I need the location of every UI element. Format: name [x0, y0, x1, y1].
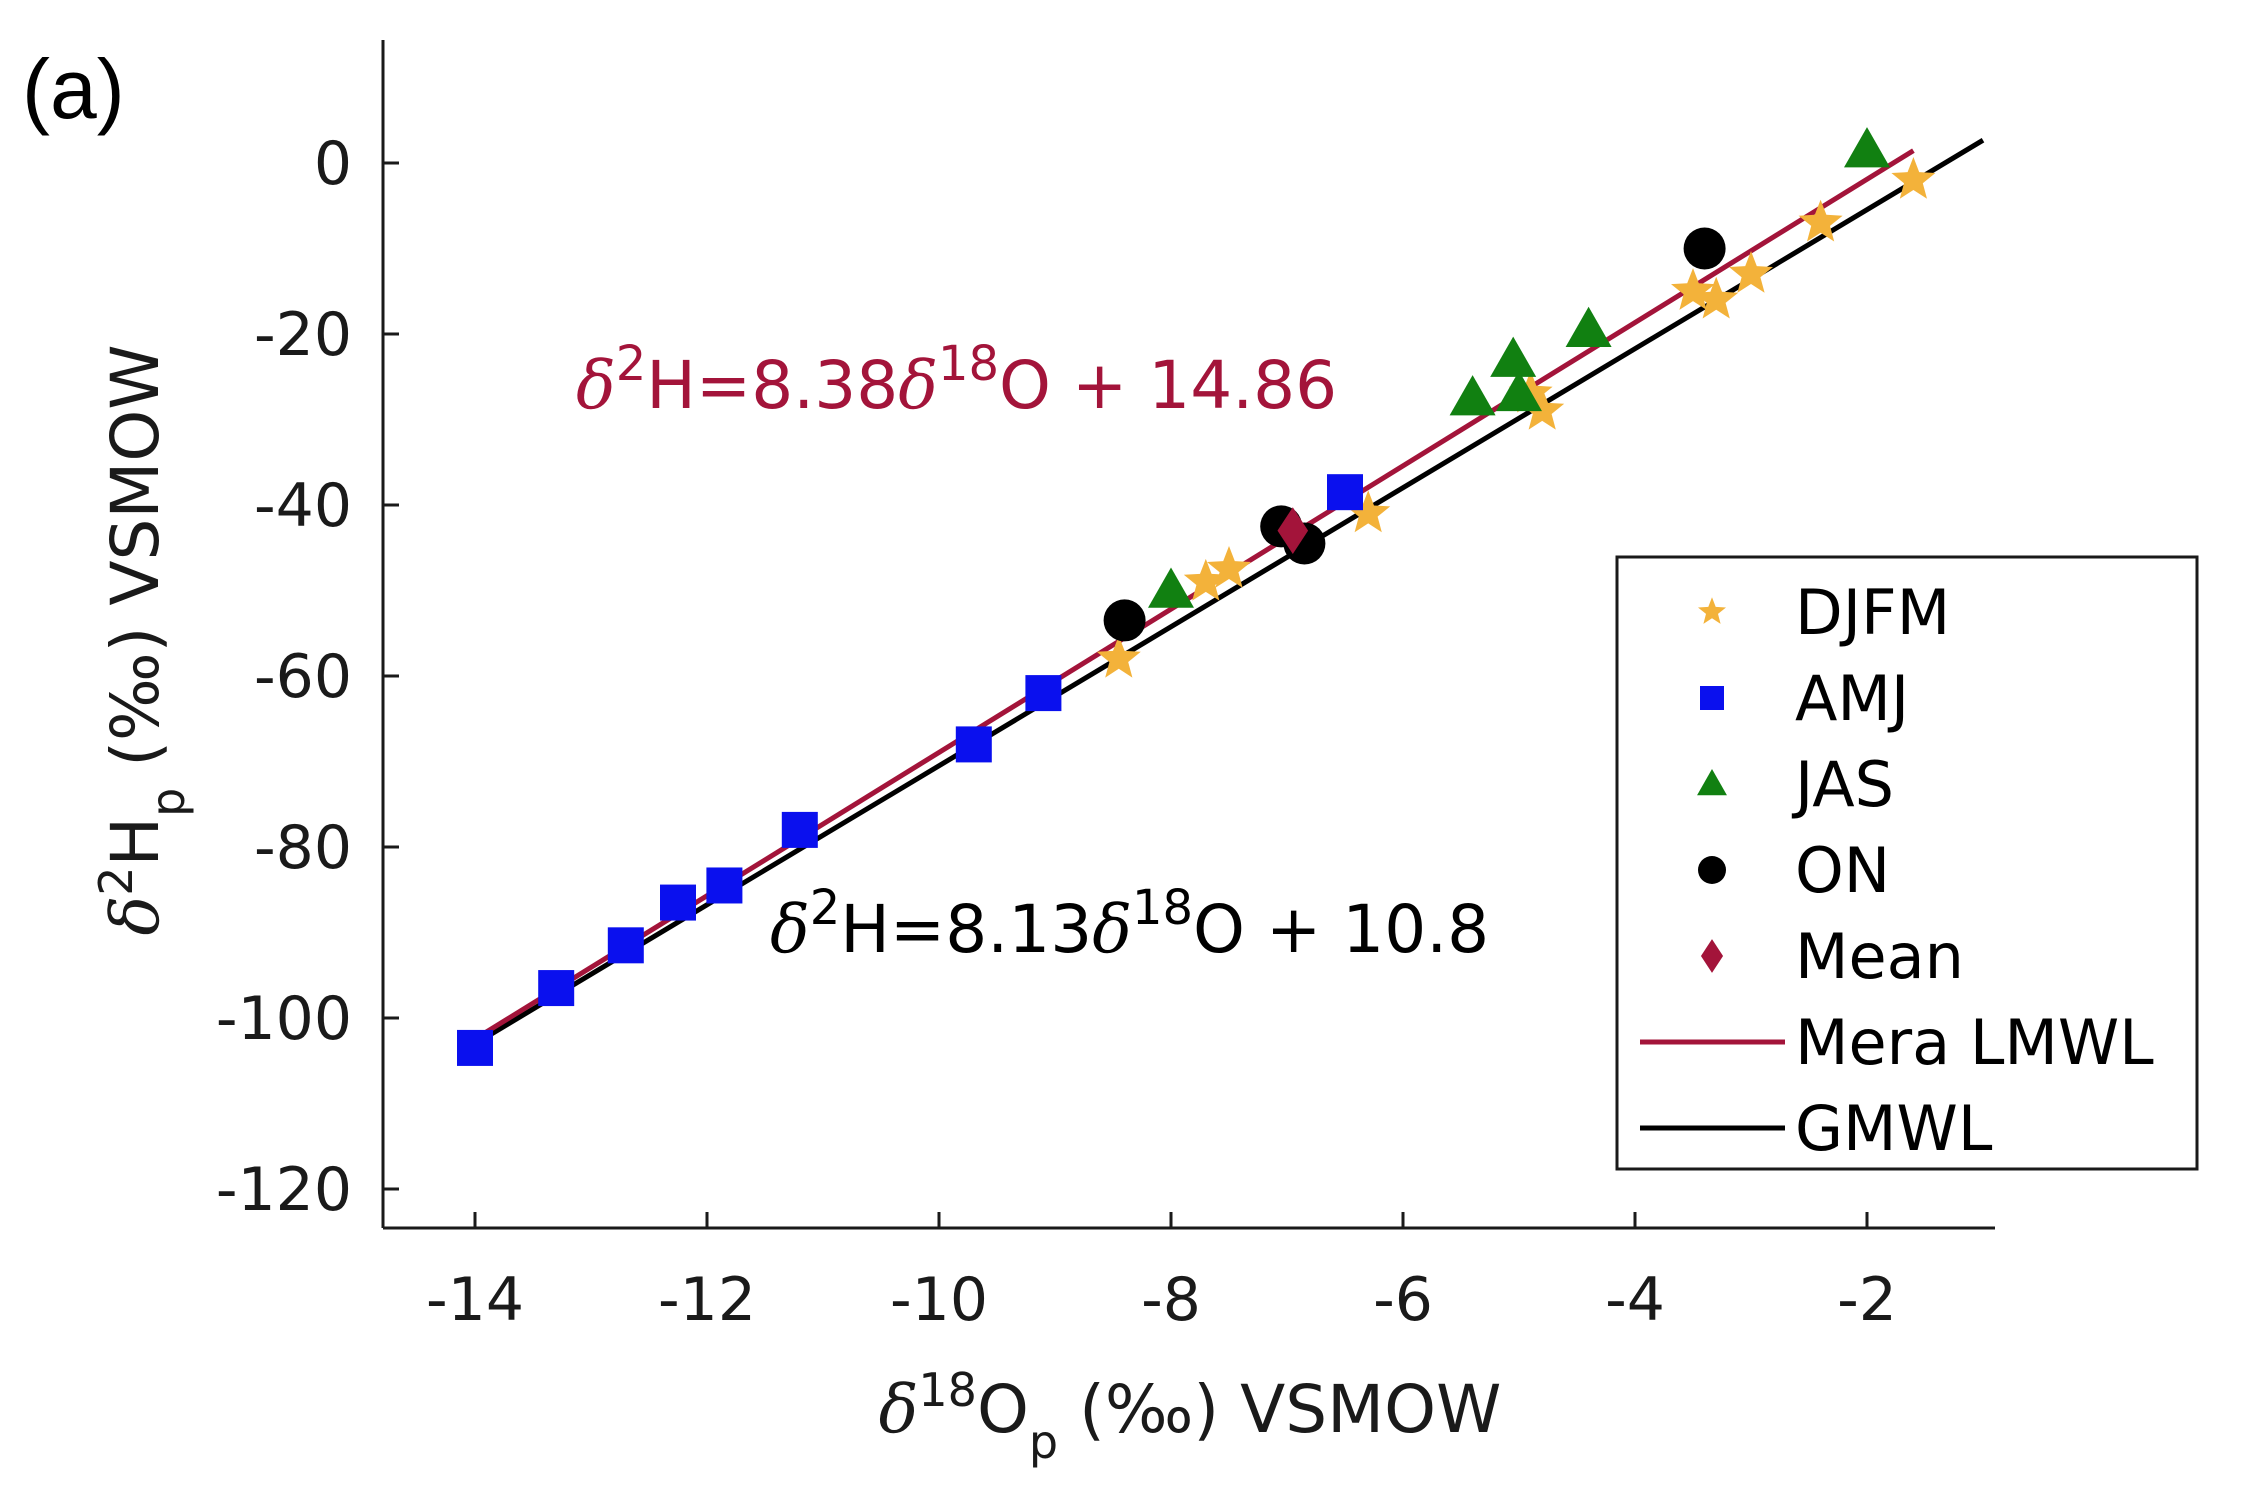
y-label-rest: (‰) VSMOW: [97, 344, 174, 787]
amj-point: [1327, 474, 1363, 511]
jas-point: [1148, 567, 1194, 608]
amj-point: [706, 867, 743, 904]
legend-label-mean: Mean: [1795, 920, 1964, 993]
eq-gmwl-mid: H=8.13: [840, 891, 1092, 968]
legend-swatch-mean: [1700, 939, 1724, 973]
djfm-point: [1671, 268, 1715, 310]
x-label-rest: (‰) VSMOW: [1058, 1371, 1501, 1448]
panel-label: (a): [22, 42, 125, 136]
data-markers: [457, 127, 1936, 1066]
on-point: [1103, 599, 1146, 642]
amj-point: [1025, 675, 1062, 712]
x-axis-label: δ18Op (‰) VSMOW: [879, 1363, 1502, 1469]
x-label-sub: p: [1029, 1415, 1058, 1469]
y-axis-label: δ2Hp (‰) VSMOW: [89, 344, 195, 935]
x-label-main: O: [977, 1371, 1029, 1448]
y-tick-label: -60: [254, 642, 352, 712]
amj-point: [607, 927, 644, 964]
y-label-main: H: [97, 817, 174, 867]
djfm-point: [1798, 199, 1843, 242]
jas-point: [1496, 370, 1542, 412]
djfm-point: [1891, 157, 1936, 199]
x-tick-label: -10: [890, 1265, 988, 1335]
legend-items: DJFM AMJ JAS ON Mean Mera LMWL GMWL: [1640, 576, 2154, 1165]
jas-point: [1449, 375, 1496, 416]
y-tick-label: -20: [254, 300, 352, 370]
djfm-point: [1096, 635, 1141, 678]
jas-point: [1490, 336, 1537, 377]
eq-gmwl-sup2: 18: [1132, 880, 1193, 936]
legend-label-gmwl: GMWL: [1795, 1092, 1993, 1165]
x-ticks: -14 -12 -10 -8 -6 -4 -2: [426, 1212, 1897, 1335]
x-tick-label: -4: [1605, 1265, 1665, 1335]
legend-label-mera-lmwl: Mera LMWL: [1795, 1006, 2154, 1079]
eq-gmwl-end: O + 10.8: [1193, 891, 1489, 968]
x-tick-label: -2: [1837, 1265, 1897, 1335]
x-label-sup: 18: [918, 1363, 977, 1417]
y-label-sup: 2: [89, 867, 143, 896]
djfm-point: [1207, 546, 1251, 588]
y-tick-label: -80: [254, 813, 352, 883]
y-label-sub: p: [141, 788, 195, 817]
x-tick-label: -12: [658, 1265, 756, 1335]
x-tick-label: -8: [1141, 1265, 1201, 1335]
jas-point: [1565, 306, 1612, 347]
amj-point: [660, 884, 696, 921]
legend-label-on: ON: [1795, 834, 1890, 907]
y-tick-label: -120: [216, 1155, 352, 1225]
equation-lmwl: δ2H=8.38δ18O + 14.86: [576, 336, 1337, 424]
legend-swatch-jas: [1697, 769, 1727, 796]
djfm-point: [1729, 251, 1773, 293]
legend-swatch-djfm: [1698, 597, 1726, 624]
axes: [381, 40, 1995, 1230]
eq-gmwl-sup1: 2: [810, 880, 841, 936]
y-label-delta: δ: [97, 896, 174, 936]
mean-point: [1277, 507, 1309, 555]
amj-point: [955, 726, 992, 763]
eq-lmwl-delta: δ: [576, 347, 616, 424]
eq-gmwl-delta2: δ: [1092, 891, 1132, 968]
eq-lmwl-sup1: 2: [616, 336, 647, 392]
amj-point: [781, 811, 818, 848]
legend: DJFM AMJ JAS ON Mean Mera LMWL GMWL: [1615, 555, 2199, 1171]
equation-gmwl: δ2H=8.13δ18O + 10.8: [770, 880, 1489, 968]
eq-lmwl-sup2: 18: [938, 336, 999, 392]
amj-point: [457, 1029, 493, 1066]
legend-label-djfm: DJFM: [1795, 576, 1950, 649]
eq-gmwl-delta: δ: [770, 891, 810, 968]
legend-label-amj: AMJ: [1795, 662, 1909, 735]
legend-swatch-amj: [1700, 686, 1724, 710]
amj-point: [538, 970, 575, 1007]
y-tick-label: -40: [254, 471, 352, 541]
x-label-delta: δ: [879, 1371, 919, 1448]
eq-lmwl-end: O + 14.86: [999, 347, 1337, 424]
eq-lmwl-mid: H=8.38: [646, 347, 898, 424]
djfm-point: [1346, 490, 1391, 533]
eq-lmwl-delta2: δ: [898, 347, 938, 424]
y-tick-label: 0: [314, 129, 352, 199]
legend-swatch-on: [1698, 856, 1726, 884]
x-tick-label: -6: [1373, 1265, 1433, 1335]
djfm-point: [1694, 276, 1739, 319]
y-tick-label: -100: [216, 984, 352, 1054]
x-tick-label: -14: [426, 1265, 524, 1335]
djfm-point: [1520, 387, 1565, 430]
jas-point: [1844, 127, 1890, 168]
on-point: [1683, 227, 1726, 270]
legend-label-jas: JAS: [1791, 748, 1894, 821]
djfm-point: [1183, 558, 1228, 601]
y-ticks: 0 -20 -40 -60 -80 -100 -120: [216, 129, 399, 1225]
